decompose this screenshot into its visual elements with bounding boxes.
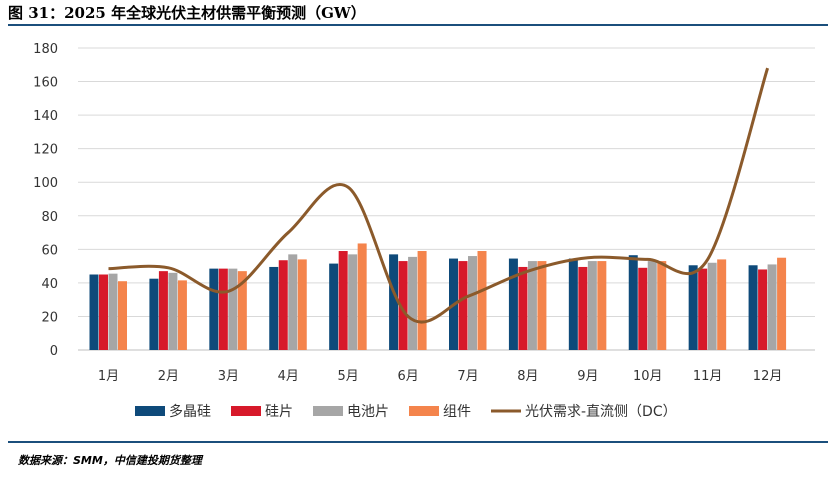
bar-组件 [777, 257, 787, 350]
bar-多晶硅 [688, 265, 698, 350]
bar-多晶硅 [149, 278, 159, 350]
x-tick-label: 9月 [577, 369, 598, 384]
legend-swatch [409, 406, 439, 416]
bar-多晶硅 [389, 254, 399, 350]
bar-电池片 [108, 273, 118, 350]
bar-电池片 [767, 264, 777, 350]
bar-电池片 [527, 261, 537, 350]
bar-硅片 [338, 251, 348, 350]
bar-多晶硅 [89, 274, 99, 350]
source-note: 数据来源：SMM，中信建投期货整理 [18, 454, 202, 467]
legend-label: 多晶硅 [169, 403, 211, 420]
bar-多晶硅 [269, 266, 279, 350]
legend-label: 组件 [443, 404, 471, 420]
x-tick-label: 2月 [158, 369, 179, 384]
bar-组件 [657, 261, 667, 350]
x-tick-label: 1月 [98, 369, 119, 384]
y-tick-label: 60 [41, 243, 58, 258]
bar-硅片 [518, 266, 528, 350]
bar-硅片 [758, 269, 768, 350]
chart: 0 20 40 60 80 100 120 140 160 180 1月 2月 3月 4月 5月 6月 7月 8月… [33, 42, 815, 420]
y-tick-label: 40 [41, 277, 58, 292]
bar-多晶硅 [568, 258, 578, 350]
bar-电池片 [468, 256, 477, 350]
legend-label: 硅片 [265, 404, 293, 420]
x-tick-label: 3月 [218, 369, 239, 384]
x-tick-label: 6月 [397, 369, 418, 384]
bar-电池片 [408, 256, 418, 350]
bar-组件 [177, 280, 187, 350]
bar-组件 [297, 259, 307, 350]
bar-多晶硅 [508, 258, 518, 350]
bar-电池片 [288, 254, 298, 350]
bar-组件 [537, 261, 547, 350]
title-divider [8, 24, 828, 26]
bar-多晶硅 [209, 268, 219, 350]
x-tick-label: 7月 [457, 369, 478, 384]
bar-硅片 [278, 260, 288, 350]
bar-多晶硅 [748, 265, 758, 350]
line-demand-dc [108, 67, 770, 324]
bar-电池片 [348, 254, 358, 350]
x-tick-label: 5月 [338, 369, 359, 384]
x-tick-label: 8月 [517, 369, 538, 384]
legend-swatch [135, 406, 165, 416]
y-tick-label: 120 [33, 143, 58, 158]
bar-硅片 [578, 266, 588, 350]
x-tick-label: 4月 [278, 369, 299, 384]
bar-电池片 [707, 262, 717, 350]
y-tick-label: 20 [41, 310, 58, 325]
bar-硅片 [698, 268, 708, 350]
y-tick-label: 160 [33, 76, 58, 91]
figure-title: 图 31：2025 年全球光伏主材供需平衡预测（GW） [8, 4, 366, 22]
bar-硅片 [638, 267, 648, 350]
x-tick-label: 11月 [693, 369, 723, 384]
bar-多晶硅 [329, 263, 339, 350]
bar-组件 [417, 251, 427, 350]
bar-组件 [717, 259, 727, 350]
bar-多晶硅 [628, 255, 638, 350]
legend-swatch [313, 406, 343, 416]
bar-硅片 [218, 268, 228, 350]
bar-组件 [357, 243, 367, 350]
bar-硅片 [99, 274, 108, 350]
legend-label: 电池片 [347, 404, 389, 420]
bar-硅片 [458, 261, 468, 350]
bar-组件 [237, 271, 247, 350]
bar-组件 [477, 251, 487, 350]
source-divider [8, 441, 828, 443]
x-tick-label: 10月 [633, 369, 663, 384]
bar-组件 [597, 261, 607, 350]
y-tick-label: 0 [50, 344, 58, 359]
y-tick-label: 180 [33, 42, 58, 57]
x-tick-label: 12月 [753, 369, 783, 384]
legend-label: 光伏需求-直流侧（DC） [525, 403, 677, 420]
bar-电池片 [168, 272, 178, 350]
bar-电池片 [587, 261, 597, 350]
bar-硅片 [398, 261, 408, 350]
y-tick-label: 80 [41, 210, 58, 225]
bar-组件 [118, 281, 127, 350]
bar-电池片 [647, 261, 657, 350]
bar-硅片 [158, 271, 168, 350]
y-tick-label: 140 [33, 109, 58, 124]
bar-电池片 [228, 268, 238, 350]
y-tick-label: 100 [33, 176, 58, 191]
legend-swatch [231, 406, 261, 416]
